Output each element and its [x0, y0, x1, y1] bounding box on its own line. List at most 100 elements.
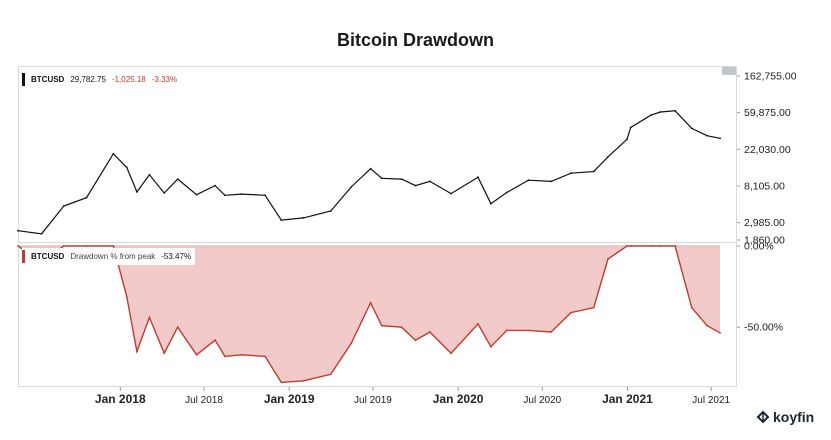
price-point-34 — [629, 126, 632, 129]
price-point-18 — [350, 186, 353, 188]
price-legend-symbol: BTCUSD — [31, 75, 65, 84]
price-point-0 — [17, 229, 19, 232]
price-point-4 — [112, 152, 115, 155]
price-point-36 — [659, 111, 662, 113]
price-tick-label: 1,860.00 — [744, 235, 785, 247]
chart-title: Bitcoin Drawdown — [337, 30, 494, 50]
price-point-15 — [280, 219, 283, 222]
drawdown-legend-label: Drawdown % from peak — [70, 252, 156, 261]
price-point-32 — [607, 155, 609, 158]
drawdown-point-26 — [490, 345, 492, 348]
price-point-30 — [570, 172, 572, 175]
price-point-6 — [136, 191, 138, 193]
price-legend: BTCUSD 29,782.75 -1,025.18 -3.33% — [22, 71, 182, 88]
price-line — [17, 110, 721, 235]
price-point-9 — [176, 178, 179, 181]
price-point-12 — [224, 194, 226, 197]
drawdown-point-5 — [125, 295, 128, 298]
price-point-2 — [62, 205, 65, 207]
drawdown-legend-value: -53.47% — [161, 252, 192, 261]
price-point-3 — [85, 196, 88, 199]
drawdown-point-20 — [380, 324, 383, 327]
price-tick-label: 8,105.00 — [744, 181, 785, 193]
price-point-22 — [414, 184, 417, 187]
brand-name: koyfin — [773, 409, 815, 425]
drawdown-point-9 — [176, 326, 179, 329]
drawdown-point-40 — [719, 331, 721, 334]
drawdown-point-6 — [136, 350, 138, 353]
drawdown-point-16 — [302, 379, 305, 382]
drawdown-point-21 — [400, 326, 403, 329]
price-point-23 — [429, 180, 431, 183]
drawdown-point-39 — [706, 324, 708, 327]
price-legend-change-pct: -3.33% — [151, 75, 178, 84]
drawdown-point-28 — [527, 329, 530, 332]
price-point-25 — [477, 176, 479, 179]
x-tick-label: Jul 2020 — [523, 395, 561, 406]
price-point-38 — [690, 127, 693, 130]
drawdown-legend-symbol: BTCUSD — [31, 252, 65, 261]
price-points — [17, 109, 721, 235]
price-point-16 — [302, 217, 305, 219]
drawdown-point-0 — [17, 245, 19, 247]
drawdown-point-19 — [369, 301, 372, 304]
drawdown-point-7 — [148, 316, 151, 319]
drawdown-point-23 — [429, 331, 431, 333]
drawdown-point-38 — [690, 306, 693, 309]
drawdown-point-2 — [62, 245, 65, 247]
price-point-7 — [148, 173, 151, 176]
drawdown-point-37 — [674, 245, 676, 247]
drawdown-point-3 — [85, 245, 88, 247]
price-point-28 — [527, 179, 530, 182]
drawdown-legend: BTCUSD Drawdown % from peak -53.47% — [22, 248, 196, 265]
drawdown-tick-label: 0.00% — [744, 241, 774, 253]
drawdown-point-12 — [224, 355, 226, 358]
drawdown-point-10 — [195, 353, 198, 356]
drawdown-point-32 — [607, 258, 609, 260]
drawdown-point-11 — [214, 339, 217, 342]
price-point-5 — [125, 166, 128, 169]
drawdown-area — [18, 246, 720, 383]
drawdown-point-25 — [477, 323, 479, 325]
price-point-35 — [650, 114, 652, 116]
price-point-29 — [550, 180, 552, 183]
price-legend-value: 29,782.75 — [70, 75, 106, 84]
x-tick-label: Jan 2020 — [433, 392, 484, 406]
price-point-14 — [264, 194, 266, 197]
price-point-31 — [592, 170, 595, 173]
drawdown-axis: 0.00% -50.00% — [737, 241, 783, 334]
koyfin-logo-icon — [756, 410, 770, 424]
price-tick-label: 162,755.00 — [744, 71, 797, 83]
price-point-39 — [706, 134, 708, 137]
drawdown-point-36 — [659, 245, 662, 247]
price-point-21 — [400, 178, 403, 181]
price-point-13 — [240, 193, 243, 196]
drawdown-legend-swatch — [22, 250, 25, 263]
drawdown-point-34 — [629, 245, 632, 247]
price-point-40 — [719, 137, 721, 140]
drawdown-point-27 — [505, 329, 508, 332]
drawdown-point-24 — [450, 352, 452, 355]
price-tick-label: 2,985.00 — [744, 217, 785, 229]
price-point-11 — [214, 184, 217, 187]
x-axis: Jan 2018 Jul 2018 Jan 2019 Jul 2019 Jan 2020… — [95, 387, 731, 406]
x-tick-label: Jan 2019 — [264, 392, 315, 406]
drawdown-point-17 — [329, 373, 332, 376]
drawdown-point-35 — [650, 245, 652, 247]
price-point-24 — [450, 192, 452, 195]
price-axis: 162,755.00 59,875.00 22,030.00 8,105.00 2,98… — [737, 71, 797, 247]
pane-menu-icon[interactable] — [722, 67, 736, 75]
price-point-37 — [674, 109, 676, 112]
drawdown-point-18 — [350, 342, 353, 345]
price-point-26 — [490, 202, 492, 205]
price-point-17 — [329, 210, 332, 212]
price-point-19 — [369, 167, 372, 170]
drawdown-point-22 — [414, 339, 417, 342]
drawdown-point-4 — [112, 245, 115, 247]
drawdown-point-30 — [570, 311, 572, 314]
price-point-20 — [380, 177, 383, 180]
drawdown-point-15 — [280, 381, 283, 384]
price-legend-swatch — [22, 73, 25, 86]
price-point-33 — [626, 138, 628, 141]
